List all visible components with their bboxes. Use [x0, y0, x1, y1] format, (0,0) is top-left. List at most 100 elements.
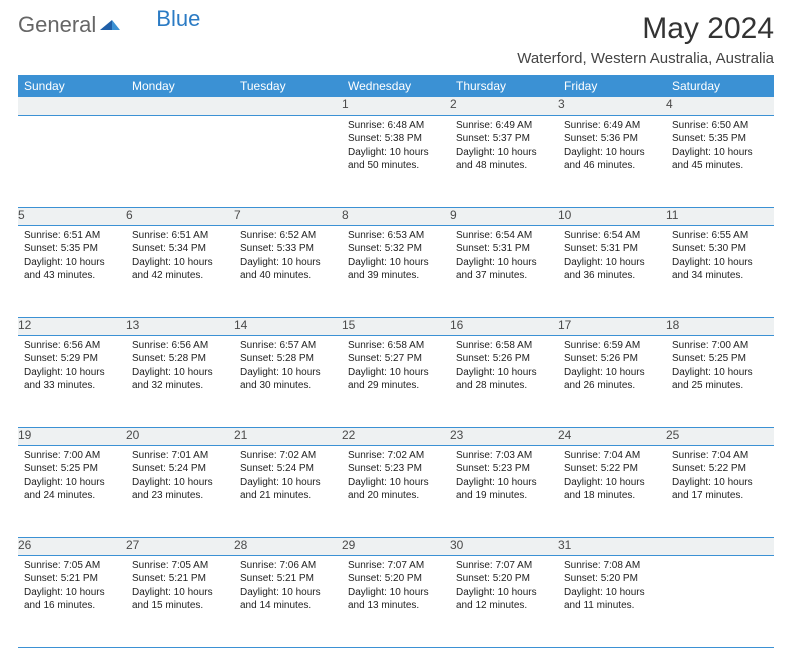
- day-cell: Sunrise: 7:07 AMSunset: 5:20 PMDaylight:…: [450, 555, 558, 647]
- day-info: Sunrise: 7:02 AMSunset: 5:24 PMDaylight:…: [234, 446, 342, 506]
- day-cell: Sunrise: 6:58 AMSunset: 5:26 PMDaylight:…: [450, 335, 558, 427]
- day-cell: Sunrise: 6:54 AMSunset: 5:31 PMDaylight:…: [450, 225, 558, 317]
- day-info: Sunrise: 7:04 AMSunset: 5:22 PMDaylight:…: [558, 446, 666, 506]
- day-number: 26: [18, 537, 126, 555]
- day-cell: Sunrise: 7:05 AMSunset: 5:21 PMDaylight:…: [126, 555, 234, 647]
- day-info: Sunrise: 6:49 AMSunset: 5:36 PMDaylight:…: [558, 116, 666, 176]
- day-cell: Sunrise: 6:49 AMSunset: 5:36 PMDaylight:…: [558, 115, 666, 207]
- day-number: 21: [234, 427, 342, 445]
- day-number: 23: [450, 427, 558, 445]
- day-cell: Sunrise: 7:07 AMSunset: 5:20 PMDaylight:…: [342, 555, 450, 647]
- day-info: Sunrise: 6:59 AMSunset: 5:26 PMDaylight:…: [558, 336, 666, 396]
- day-info: Sunrise: 7:07 AMSunset: 5:20 PMDaylight:…: [342, 556, 450, 616]
- calendar-table: SundayMondayTuesdayWednesdayThursdayFrid…: [18, 75, 774, 648]
- day-number: 15: [342, 317, 450, 335]
- day-number: 8: [342, 207, 450, 225]
- weekday-header: Monday: [126, 75, 234, 97]
- day-info: Sunrise: 7:06 AMSunset: 5:21 PMDaylight:…: [234, 556, 342, 616]
- day-cell: Sunrise: 7:08 AMSunset: 5:20 PMDaylight:…: [558, 555, 666, 647]
- day-cell: Sunrise: 6:50 AMSunset: 5:35 PMDaylight:…: [666, 115, 774, 207]
- day-number: 9: [450, 207, 558, 225]
- logo-icon: [100, 12, 120, 38]
- day-number: 24: [558, 427, 666, 445]
- day-cell: Sunrise: 6:48 AMSunset: 5:38 PMDaylight:…: [342, 115, 450, 207]
- day-number: 30: [450, 537, 558, 555]
- day-info: Sunrise: 6:48 AMSunset: 5:38 PMDaylight:…: [342, 116, 450, 176]
- day-cell: Sunrise: 6:52 AMSunset: 5:33 PMDaylight:…: [234, 225, 342, 317]
- calendar-header: SundayMondayTuesdayWednesdayThursdayFrid…: [18, 75, 774, 97]
- day-info: Sunrise: 6:56 AMSunset: 5:29 PMDaylight:…: [18, 336, 126, 396]
- day-info: Sunrise: 7:03 AMSunset: 5:23 PMDaylight:…: [450, 446, 558, 506]
- day-info: Sunrise: 6:56 AMSunset: 5:28 PMDaylight:…: [126, 336, 234, 396]
- day-cell: Sunrise: 7:05 AMSunset: 5:21 PMDaylight:…: [18, 555, 126, 647]
- weekday-header: Sunday: [18, 75, 126, 97]
- day-cell: Sunrise: 7:02 AMSunset: 5:23 PMDaylight:…: [342, 445, 450, 537]
- day-cell: Sunrise: 6:54 AMSunset: 5:31 PMDaylight:…: [558, 225, 666, 317]
- day-cell: Sunrise: 6:55 AMSunset: 5:30 PMDaylight:…: [666, 225, 774, 317]
- day-info: Sunrise: 7:07 AMSunset: 5:20 PMDaylight:…: [450, 556, 558, 616]
- day-info: Sunrise: 7:00 AMSunset: 5:25 PMDaylight:…: [18, 446, 126, 506]
- day-info: Sunrise: 7:04 AMSunset: 5:22 PMDaylight:…: [666, 446, 774, 506]
- day-cell: Sunrise: 7:04 AMSunset: 5:22 PMDaylight:…: [666, 445, 774, 537]
- day-info: Sunrise: 6:51 AMSunset: 5:34 PMDaylight:…: [126, 226, 234, 286]
- day-cell: [18, 115, 126, 207]
- day-number: 12: [18, 317, 126, 335]
- day-cell: Sunrise: 7:02 AMSunset: 5:24 PMDaylight:…: [234, 445, 342, 537]
- day-info: Sunrise: 6:54 AMSunset: 5:31 PMDaylight:…: [558, 226, 666, 286]
- day-cell: Sunrise: 6:51 AMSunset: 5:34 PMDaylight:…: [126, 225, 234, 317]
- day-number: 25: [666, 427, 774, 445]
- day-number: [234, 97, 342, 115]
- day-number: 3: [558, 97, 666, 115]
- day-number: 18: [666, 317, 774, 335]
- header: General Blue May 2024 Waterford, Western…: [18, 12, 774, 67]
- day-number: 14: [234, 317, 342, 335]
- day-cell: Sunrise: 7:00 AMSunset: 5:25 PMDaylight:…: [666, 335, 774, 427]
- day-number: 13: [126, 317, 234, 335]
- day-info: Sunrise: 7:01 AMSunset: 5:24 PMDaylight:…: [126, 446, 234, 506]
- calendar-body: 1234Sunrise: 6:48 AMSunset: 5:38 PMDayli…: [18, 97, 774, 647]
- day-info: Sunrise: 6:50 AMSunset: 5:35 PMDaylight:…: [666, 116, 774, 176]
- day-number: 4: [666, 97, 774, 115]
- day-number: 31: [558, 537, 666, 555]
- day-cell: Sunrise: 6:51 AMSunset: 5:35 PMDaylight:…: [18, 225, 126, 317]
- day-number: 27: [126, 537, 234, 555]
- day-cell: Sunrise: 6:59 AMSunset: 5:26 PMDaylight:…: [558, 335, 666, 427]
- weekday-header: Thursday: [450, 75, 558, 97]
- day-cell: Sunrise: 7:00 AMSunset: 5:25 PMDaylight:…: [18, 445, 126, 537]
- day-info: Sunrise: 7:02 AMSunset: 5:23 PMDaylight:…: [342, 446, 450, 506]
- day-cell: Sunrise: 6:56 AMSunset: 5:29 PMDaylight:…: [18, 335, 126, 427]
- day-number: 19: [18, 427, 126, 445]
- logo-text-general: General: [18, 12, 96, 38]
- day-number: 7: [234, 207, 342, 225]
- day-cell: Sunrise: 6:49 AMSunset: 5:37 PMDaylight:…: [450, 115, 558, 207]
- day-number: 10: [558, 207, 666, 225]
- day-info: Sunrise: 7:05 AMSunset: 5:21 PMDaylight:…: [18, 556, 126, 616]
- day-cell: Sunrise: 7:03 AMSunset: 5:23 PMDaylight:…: [450, 445, 558, 537]
- day-info: Sunrise: 6:58 AMSunset: 5:26 PMDaylight:…: [450, 336, 558, 396]
- weekday-header: Saturday: [666, 75, 774, 97]
- weekday-header: Tuesday: [234, 75, 342, 97]
- day-number: 5: [18, 207, 126, 225]
- location: Waterford, Western Australia, Australia: [517, 50, 774, 67]
- day-number: 1: [342, 97, 450, 115]
- day-info: Sunrise: 6:49 AMSunset: 5:37 PMDaylight:…: [450, 116, 558, 176]
- day-info: Sunrise: 6:53 AMSunset: 5:32 PMDaylight:…: [342, 226, 450, 286]
- day-number: 28: [234, 537, 342, 555]
- title-block: May 2024 Waterford, Western Australia, A…: [517, 12, 774, 67]
- day-info: Sunrise: 6:51 AMSunset: 5:35 PMDaylight:…: [18, 226, 126, 286]
- month-title: May 2024: [517, 12, 774, 46]
- day-cell: [234, 115, 342, 207]
- day-number: 16: [450, 317, 558, 335]
- day-cell: Sunrise: 7:04 AMSunset: 5:22 PMDaylight:…: [558, 445, 666, 537]
- day-info: Sunrise: 6:54 AMSunset: 5:31 PMDaylight:…: [450, 226, 558, 286]
- weekday-header: Wednesday: [342, 75, 450, 97]
- day-info: Sunrise: 6:52 AMSunset: 5:33 PMDaylight:…: [234, 226, 342, 286]
- logo: General Blue: [18, 12, 168, 38]
- day-info: Sunrise: 6:58 AMSunset: 5:27 PMDaylight:…: [342, 336, 450, 396]
- day-number: 22: [342, 427, 450, 445]
- day-number: 2: [450, 97, 558, 115]
- day-cell: Sunrise: 6:58 AMSunset: 5:27 PMDaylight:…: [342, 335, 450, 427]
- day-number: 29: [342, 537, 450, 555]
- day-number: 11: [666, 207, 774, 225]
- day-cell: Sunrise: 6:56 AMSunset: 5:28 PMDaylight:…: [126, 335, 234, 427]
